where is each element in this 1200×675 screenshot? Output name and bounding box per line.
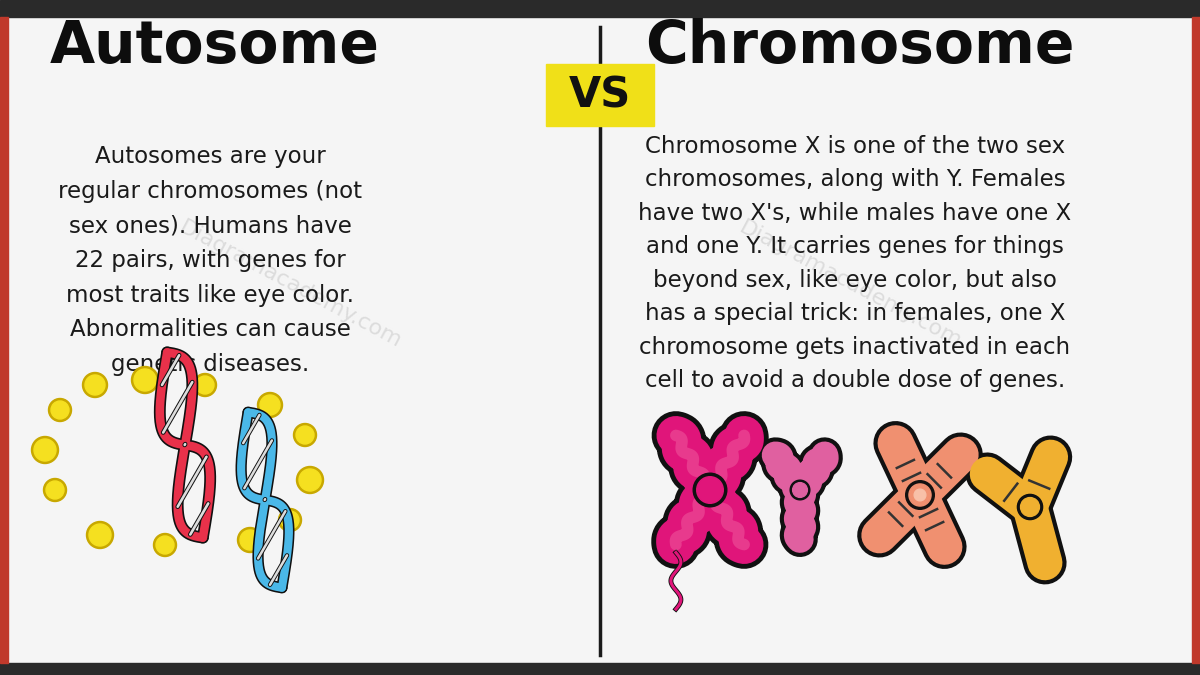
Circle shape [132,367,158,394]
Circle shape [46,481,64,499]
Circle shape [1020,497,1039,516]
Circle shape [694,473,727,507]
Circle shape [134,369,156,391]
Circle shape [914,489,926,501]
Circle shape [196,376,214,394]
Text: Diagramacademy.com: Diagramacademy.com [175,218,404,352]
Circle shape [85,375,106,395]
Bar [1192,17,1200,663]
Text: Chromosome X is one of the two sex
chromosomes, along with Y. Females
have two X: Chromosome X is one of the two sex chrom… [638,135,1072,392]
Text: Autosome: Autosome [50,18,380,76]
Circle shape [790,480,810,500]
Circle shape [281,511,299,529]
Text: Diagramacademy.com: Diagramacademy.com [736,218,965,352]
Circle shape [258,392,282,418]
Circle shape [83,373,108,398]
Bar [0,17,8,663]
Text: Autosomes are your
regular chromosomes (not
sex ones). Humans have
22 pairs, wit: Autosomes are your regular chromosomes (… [58,145,362,376]
Text: Chromosome: Chromosome [646,18,1075,76]
Circle shape [908,484,931,506]
Circle shape [260,395,280,415]
Circle shape [156,536,174,554]
Bar [0,663,1200,675]
Bar [546,64,654,126]
Circle shape [697,477,724,504]
Circle shape [31,437,59,464]
Circle shape [294,423,317,446]
Circle shape [906,481,935,510]
Circle shape [34,439,56,461]
Text: VS: VS [569,74,631,116]
Circle shape [89,524,112,546]
Circle shape [86,522,114,549]
Circle shape [1018,494,1043,520]
Circle shape [193,373,216,396]
Circle shape [793,483,808,497]
Circle shape [154,533,176,556]
Circle shape [296,466,324,493]
Circle shape [240,530,260,550]
Bar [0,0,1200,17]
Circle shape [238,527,263,553]
Circle shape [278,508,301,531]
Circle shape [48,398,72,421]
Circle shape [50,401,70,419]
Circle shape [43,479,66,502]
Circle shape [299,469,322,491]
Circle shape [296,426,314,444]
